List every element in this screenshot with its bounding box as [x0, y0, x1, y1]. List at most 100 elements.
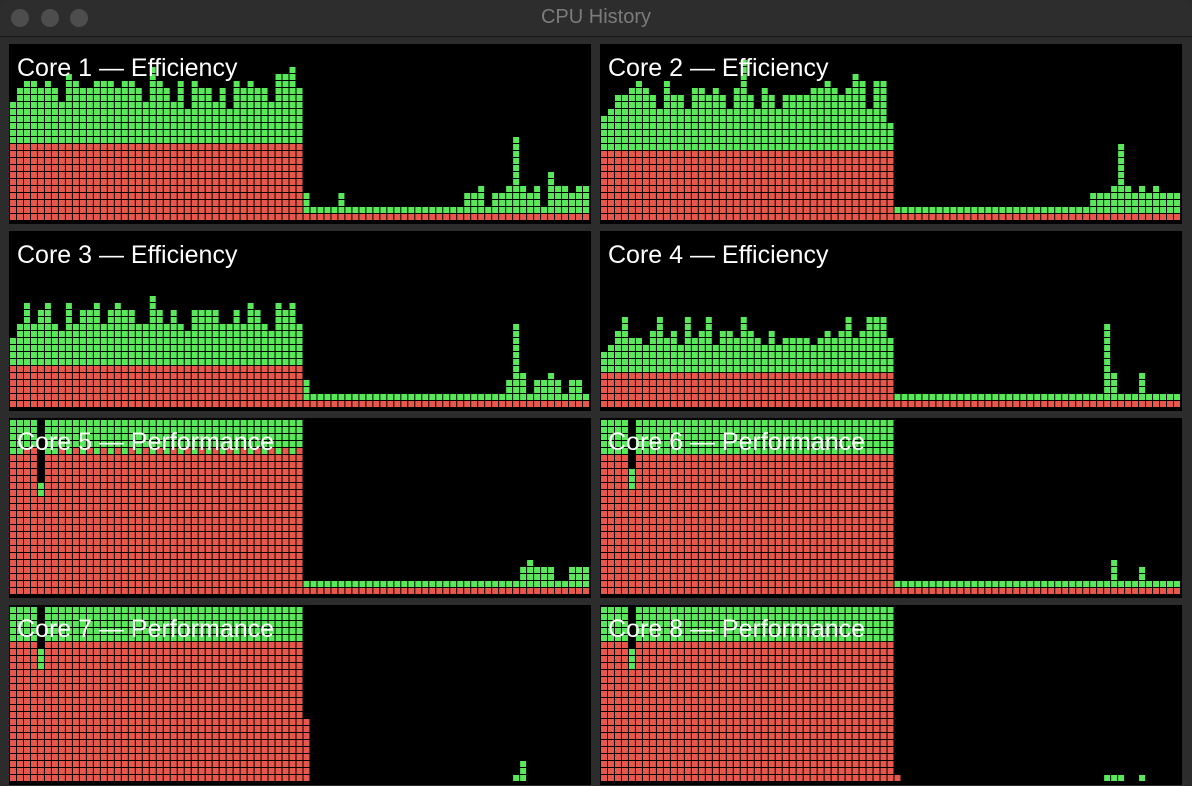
cpu-bar: [831, 338, 838, 407]
cpu-bar: [670, 331, 677, 407]
cpu-bar: [601, 116, 607, 220]
cpu-bar: [380, 394, 387, 407]
cpu-bar: [901, 207, 908, 220]
cpu-bar: [233, 310, 240, 407]
minimize-button[interactable]: [41, 9, 59, 27]
zoom-button[interactable]: [70, 9, 88, 27]
cpu-bar: [999, 207, 1006, 220]
cpu-bar: [768, 420, 775, 594]
cpu-bar: [852, 338, 859, 407]
cpu-bar: [548, 172, 555, 220]
cpu-bar: [1139, 775, 1146, 781]
cpu-bar: [569, 193, 576, 220]
cpu-bar: [387, 207, 394, 220]
cpu-bar: [114, 607, 121, 781]
cpu-bar: [338, 581, 345, 594]
cpu-bar: [1069, 394, 1076, 407]
cpu-bar: [1013, 207, 1020, 220]
cpu-bar: [156, 81, 163, 220]
cpu-bar: [415, 207, 422, 220]
cpu-bar: [226, 324, 233, 407]
cpu-bar: [163, 420, 170, 594]
cpu-bar: [894, 207, 901, 220]
cpu-bar: [261, 420, 268, 594]
cpu-bar: [72, 420, 79, 594]
cpu-bar: [114, 88, 121, 220]
cpu-bar: [58, 607, 65, 781]
cpu-bar: [1013, 394, 1020, 407]
cpu-bar: [443, 207, 450, 220]
cpu-bar: [387, 581, 394, 594]
cpu-bar: [838, 420, 845, 594]
cpu-bar: [184, 607, 191, 781]
cpu-bar: [142, 102, 149, 220]
cpu-bar: [880, 317, 887, 407]
cpu-bar: [915, 207, 922, 220]
cpu-bar: [663, 338, 670, 407]
cpu-bar: [37, 310, 44, 407]
cpu-bar: [156, 420, 163, 594]
cpu-bar: [345, 394, 352, 407]
cpu-bar: [345, 581, 352, 594]
cpu-bar: [607, 109, 614, 220]
cpu-bar: [985, 207, 992, 220]
cpu-bar: [810, 607, 817, 781]
cpu-bar: [1048, 581, 1055, 594]
cpu-bar: [394, 581, 401, 594]
cpu-bar: [1146, 581, 1153, 594]
cpu-bar: [275, 74, 282, 220]
cpu-bar: [191, 81, 198, 220]
cpu-bar: [30, 324, 37, 407]
cpu-bar: [303, 581, 310, 594]
cpu-bar: [691, 338, 698, 407]
cpu-bar: [16, 324, 23, 407]
cpu-bar: [422, 394, 429, 407]
cpu-bar: [852, 607, 859, 781]
cpu-bar: [93, 303, 100, 407]
cpu-bar: [1048, 207, 1055, 220]
cpu-bar: [478, 394, 485, 407]
cpu-bar: [177, 324, 184, 407]
cpu-bar: [170, 310, 177, 407]
cpu-bar: [1041, 394, 1048, 407]
cpu-bar: [331, 581, 338, 594]
cpu-bar: [485, 207, 492, 220]
cpu-bar: [614, 607, 621, 781]
cpu-bar: [859, 607, 866, 781]
cpu-bar: [789, 607, 796, 781]
cpu-bar: [58, 420, 65, 594]
cpu-bar: [303, 719, 310, 781]
cpu-bar: [23, 420, 30, 594]
cpu-bar: [366, 207, 373, 220]
cpu-bar: [310, 581, 317, 594]
cpu-bar: [691, 607, 698, 781]
cpu-bar: [1020, 581, 1027, 594]
cpu-bar: [548, 373, 555, 407]
title-bar: CPU History: [0, 0, 1192, 37]
cpu-bar: [768, 95, 775, 220]
cpu-bar: [803, 338, 810, 407]
cpu-bar: [649, 331, 656, 407]
cpu-bar: [789, 338, 796, 407]
cpu-bar: [761, 420, 768, 594]
close-button[interactable]: [11, 9, 29, 27]
cpu-bar: [621, 420, 628, 594]
cpu-bar: [191, 607, 198, 781]
cpu-bar: [10, 102, 16, 220]
cpu-bar: [1034, 394, 1041, 407]
cpu-bar: [401, 581, 408, 594]
cpu-bar: [656, 607, 663, 781]
cpu-bar: [296, 324, 303, 407]
cpu-bar: [51, 420, 58, 594]
cpu-bar: [768, 331, 775, 407]
cpu-bar: [93, 607, 100, 781]
cpu-bar: [649, 95, 656, 220]
cpu-bar: [1083, 581, 1090, 594]
cpu-bar: [929, 394, 936, 407]
cpu-bar: [471, 581, 478, 594]
cpu-bar: [1125, 581, 1132, 594]
cpu-bar: [261, 88, 268, 220]
cpu-bar: [1027, 207, 1034, 220]
cpu-bar: [1041, 581, 1048, 594]
cpu-bar: [191, 310, 198, 407]
